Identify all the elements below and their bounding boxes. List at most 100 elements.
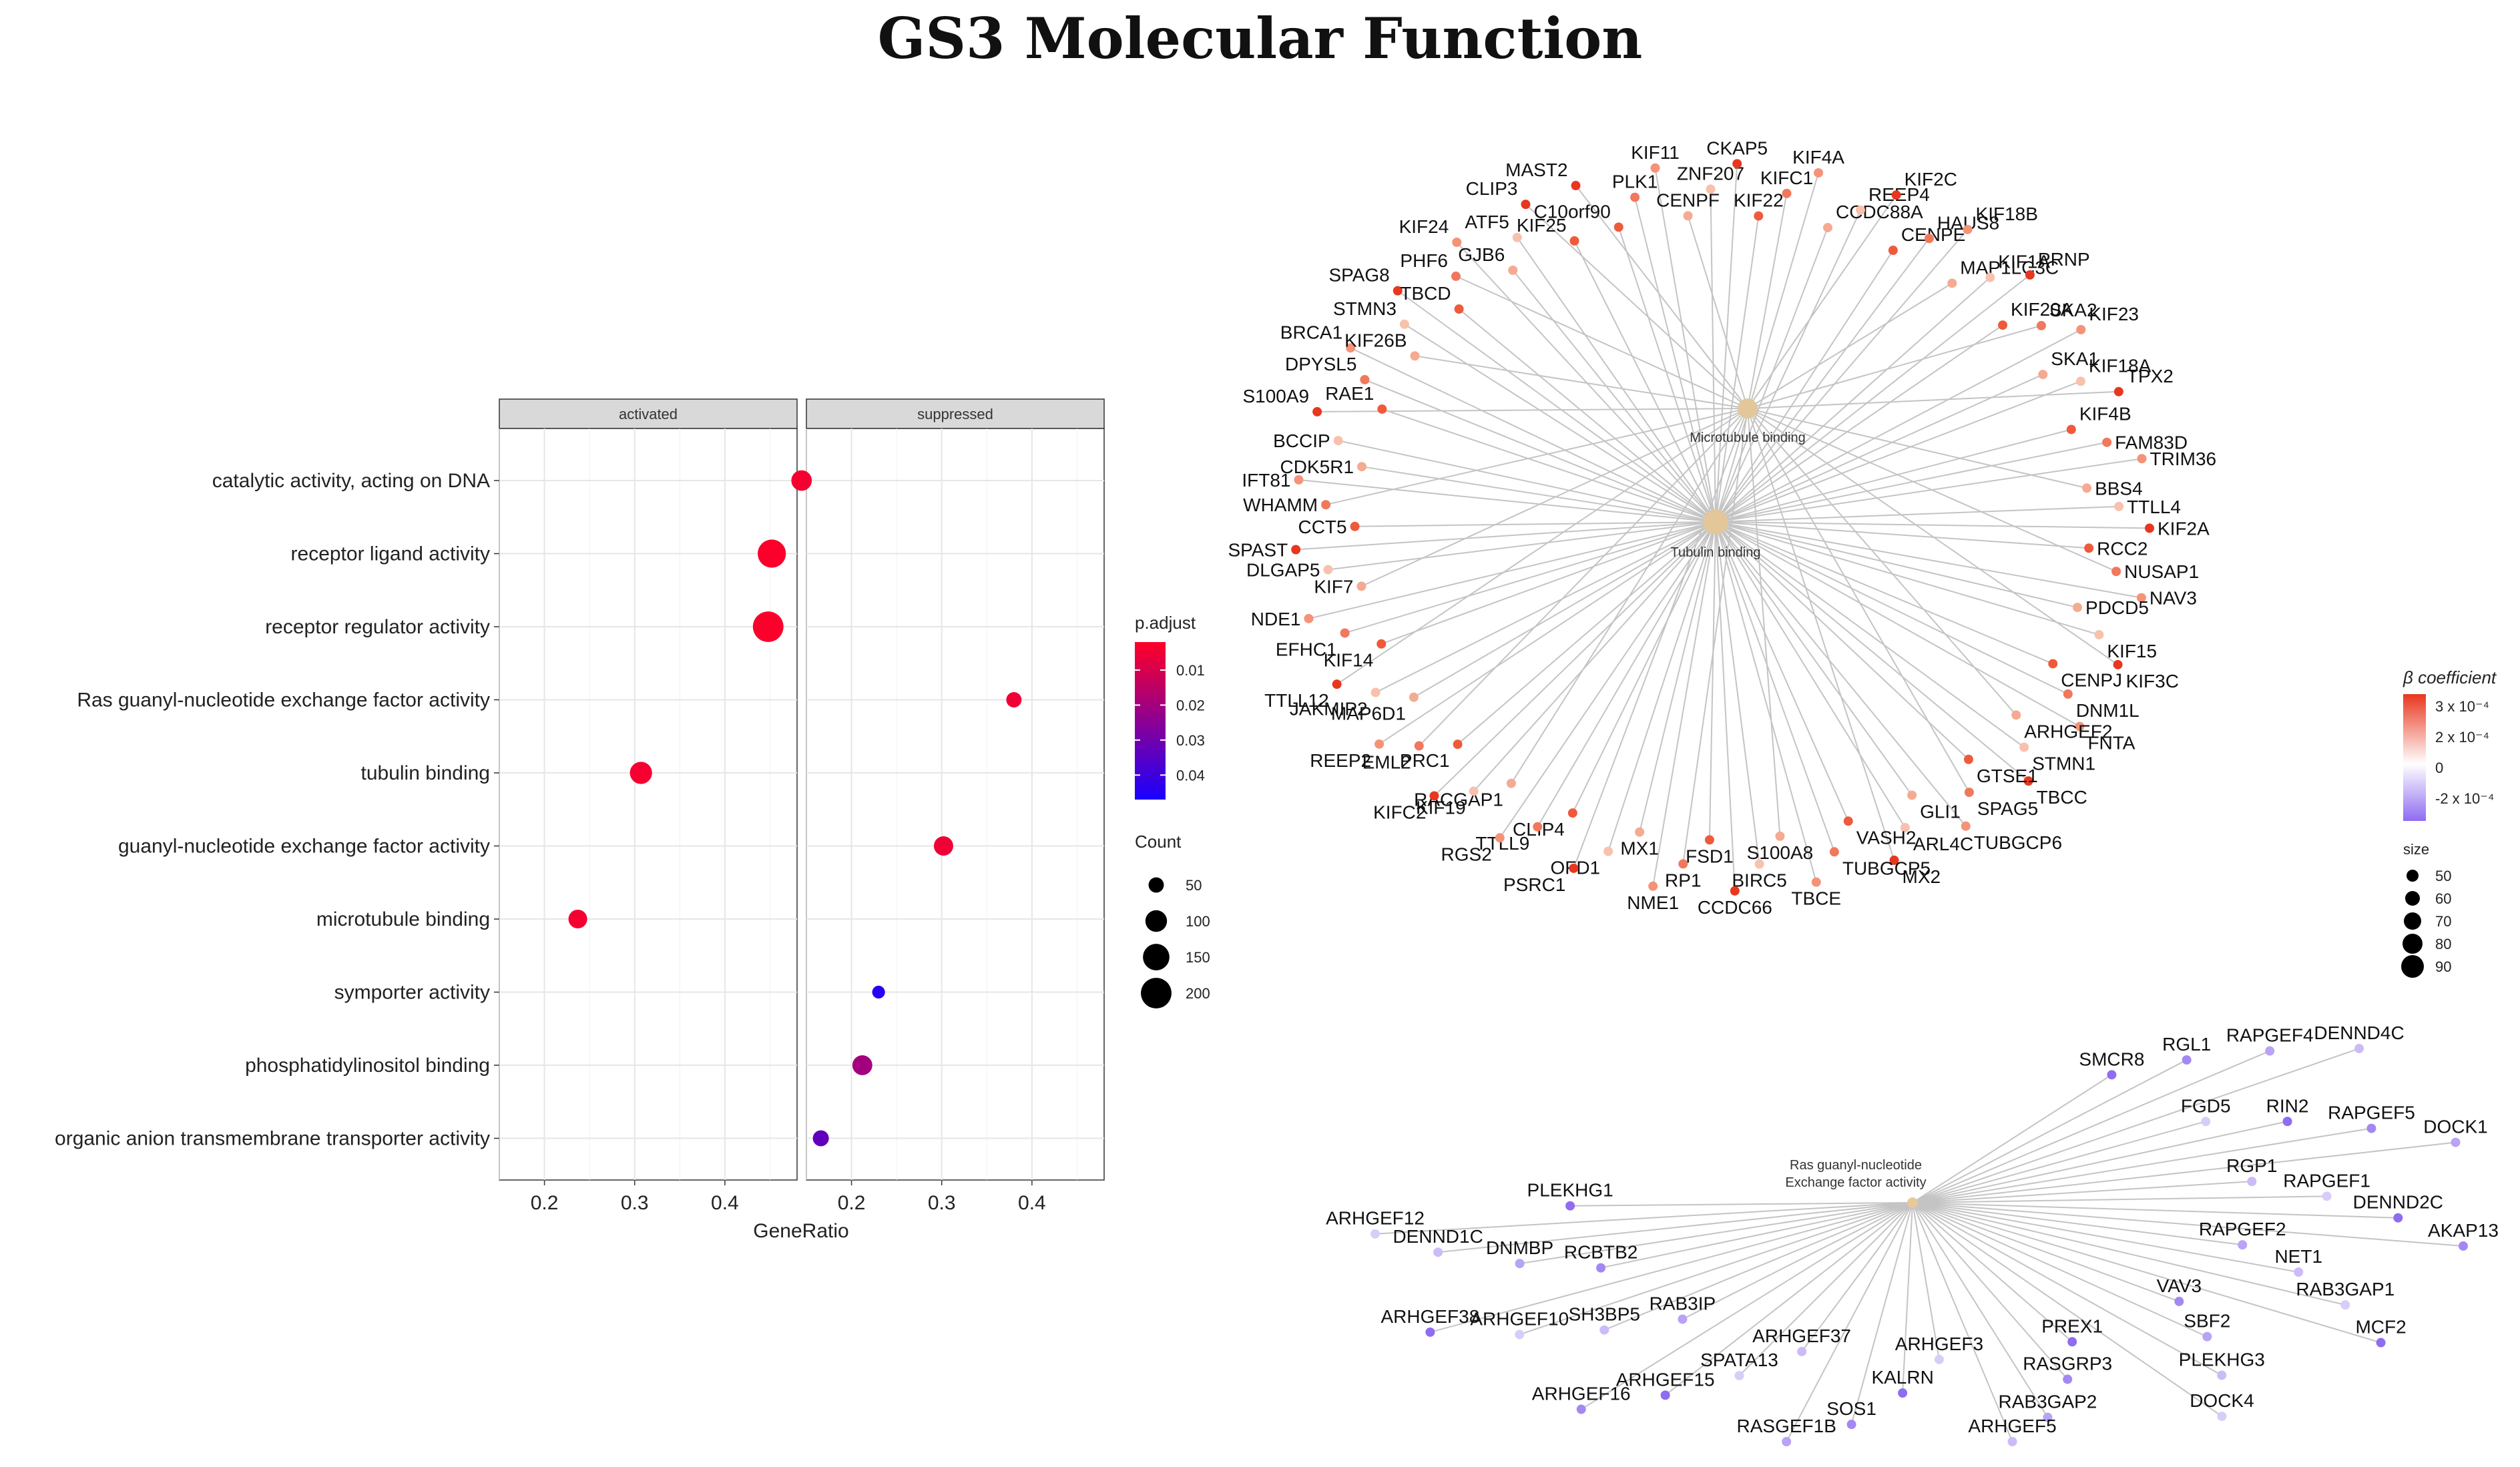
gene-node-ccdc88a xyxy=(1822,223,1832,233)
legend-size-dot xyxy=(2405,891,2420,906)
gene-label: NME1 xyxy=(1627,892,1679,913)
gene-node-vash2 xyxy=(1843,816,1853,826)
dot-receptor-ligand-activity xyxy=(758,539,786,568)
gene-label: TTLL12 xyxy=(1264,690,1329,711)
gene-label: RGP1 xyxy=(2226,1155,2277,1176)
gene-label: SPAST xyxy=(1228,539,1288,560)
gene-label: MX2 xyxy=(1903,866,1941,887)
gene-node-dnmbp xyxy=(1515,1259,1525,1269)
gene-node-kif24 xyxy=(1452,238,1462,248)
gene-label: C10orf90 xyxy=(1534,201,1611,222)
gene-label: PREX1 xyxy=(2041,1315,2103,1336)
gene-label: VAV3 xyxy=(2157,1275,2202,1296)
gene-label: SOS1 xyxy=(1826,1398,1876,1419)
gene-node-cenpj xyxy=(2048,659,2058,669)
gene-node-dennd1c xyxy=(1433,1247,1443,1257)
gene-label: RAPGEF2 xyxy=(2199,1219,2286,1239)
legend-size-tick: 60 xyxy=(2435,890,2451,907)
x-tick-label: 0.3 xyxy=(928,1192,956,1214)
gene-label: GTSE1 xyxy=(1977,766,2038,786)
gene-label: EML2 xyxy=(1362,752,1411,773)
gene-label: KIF11 xyxy=(1631,142,1680,163)
gene-label: DPYSL5 xyxy=(1285,354,1356,374)
gene-node-whamm xyxy=(1321,500,1331,510)
y-tick-label: phosphatidylinositol binding xyxy=(245,1055,490,1077)
hub-node-ras-gef xyxy=(1907,1197,1918,1208)
dot-receptor-regulator-activity xyxy=(752,611,784,642)
gene-node-arl4c xyxy=(1900,822,1910,832)
gene-node-stmn3 xyxy=(1399,319,1409,329)
gene-node-clip4 xyxy=(1567,808,1577,818)
gene-label: KIF1A xyxy=(1998,252,2050,272)
gene-label: BBS4 xyxy=(2095,478,2143,499)
gene-label: CCT5 xyxy=(1298,517,1346,537)
x-tick-label: 0.2 xyxy=(838,1192,866,1214)
gene-node-psrc1 xyxy=(1569,863,1579,873)
gene-label: SPAG8 xyxy=(1328,265,1389,286)
gene-label: WHAMM xyxy=(1243,495,1318,515)
gene-node-vav3 xyxy=(2174,1296,2184,1306)
gene-label: IFT81 xyxy=(1242,470,1290,491)
gene-node-mast2 xyxy=(1571,181,1581,191)
gene-label: KIF22 xyxy=(1734,190,1784,211)
gene-node-plekhg1 xyxy=(1565,1201,1575,1211)
gene-node-arhgef38 xyxy=(1425,1327,1435,1337)
gene-label: ATF5 xyxy=(1465,212,1509,232)
gene-label: CKAP5 xyxy=(1706,137,1768,158)
gene-label: PHF6 xyxy=(1400,250,1448,271)
gene-node-brca1 xyxy=(1346,343,1356,353)
legend-padjust-tick: 0.02 xyxy=(1176,697,1205,713)
y-tick-label: Ras guanyl-nucleotide exchange factor ac… xyxy=(77,689,490,711)
legend-size-dot xyxy=(2404,912,2421,930)
gene-node-rgl1 xyxy=(2182,1055,2192,1065)
gene-label: KIF4A xyxy=(1792,147,1844,168)
gene-node-sbf2 xyxy=(2202,1332,2212,1342)
gene-label: GJB6 xyxy=(1458,244,1505,265)
gene-label: TRIM36 xyxy=(2150,449,2217,469)
gene-label: RAE1 xyxy=(1325,383,1374,404)
gene-node-arhgef2 xyxy=(2011,710,2021,720)
gene-node-ckap5 xyxy=(1732,159,1742,169)
gene-label: ARHGEF16 xyxy=(1532,1384,1631,1404)
gene-label: ZNF207 xyxy=(1677,163,1744,184)
gene-label: ARHGEF37 xyxy=(1752,1326,1851,1346)
dot-organic-anion-transmembrane-transporter-activity xyxy=(812,1130,829,1147)
gene-node-kif4a xyxy=(1814,168,1824,178)
gene-label: KIF14 xyxy=(1324,650,1374,671)
gene-label: BRCA1 xyxy=(1280,322,1342,342)
gene-label: JAKMIP2 xyxy=(1290,699,1368,719)
gene-node-ttll9 xyxy=(1533,822,1543,832)
gene-node-kif18b xyxy=(1963,224,1973,234)
legend-size-dot xyxy=(2401,955,2424,978)
gene-label: RAPGEF1 xyxy=(2283,1170,2370,1191)
gene-node-atf5 xyxy=(1512,232,1522,242)
gene-label: DNM1L xyxy=(2076,700,2139,721)
gene-label: RAB3IP xyxy=(1650,1293,1716,1314)
y-tick-label: receptor regulator activity xyxy=(265,616,490,638)
gene-node-nusap1 xyxy=(2111,567,2121,577)
legend-beta-tick: -2 x 10⁻⁴ xyxy=(2435,790,2494,807)
gene-node-rp1 xyxy=(1678,859,1688,869)
hub-node-tubulin-binding xyxy=(1703,509,1728,535)
gene-label: VASH2 xyxy=(1856,827,1917,848)
gene-label: RGS2 xyxy=(1441,844,1492,864)
gene-label: PDCD5 xyxy=(2085,597,2149,618)
gene-node-jakmip2 xyxy=(1370,687,1380,697)
gene-node-nde1 xyxy=(1304,613,1314,623)
gene-label: RIN2 xyxy=(2266,1095,2309,1116)
gene-node-tbce xyxy=(1811,877,1821,887)
gene-node-rgp1 xyxy=(2247,1177,2257,1187)
gene-node-sh3bp5 xyxy=(1599,1325,1609,1335)
gene-label: PSRC1 xyxy=(1503,874,1565,895)
dot-phosphatidylinositol-binding xyxy=(852,1055,872,1075)
gene-node-net1 xyxy=(2294,1267,2304,1277)
gene-node-arhgef12 xyxy=(1370,1229,1380,1239)
x-tick-label: 0.3 xyxy=(621,1192,649,1214)
gene-node-tubgcp5 xyxy=(1829,847,1839,857)
hub-label-microtubule-binding: Microtubule binding xyxy=(1690,430,1805,445)
gene-label: SPAG5 xyxy=(1977,798,2038,819)
gene-node-ska1 xyxy=(2038,370,2048,380)
gene-node-tpx2 xyxy=(2113,386,2123,396)
gene-label: CENPE xyxy=(1901,224,1965,245)
gene-node-rasgrp3 xyxy=(2063,1374,2073,1384)
